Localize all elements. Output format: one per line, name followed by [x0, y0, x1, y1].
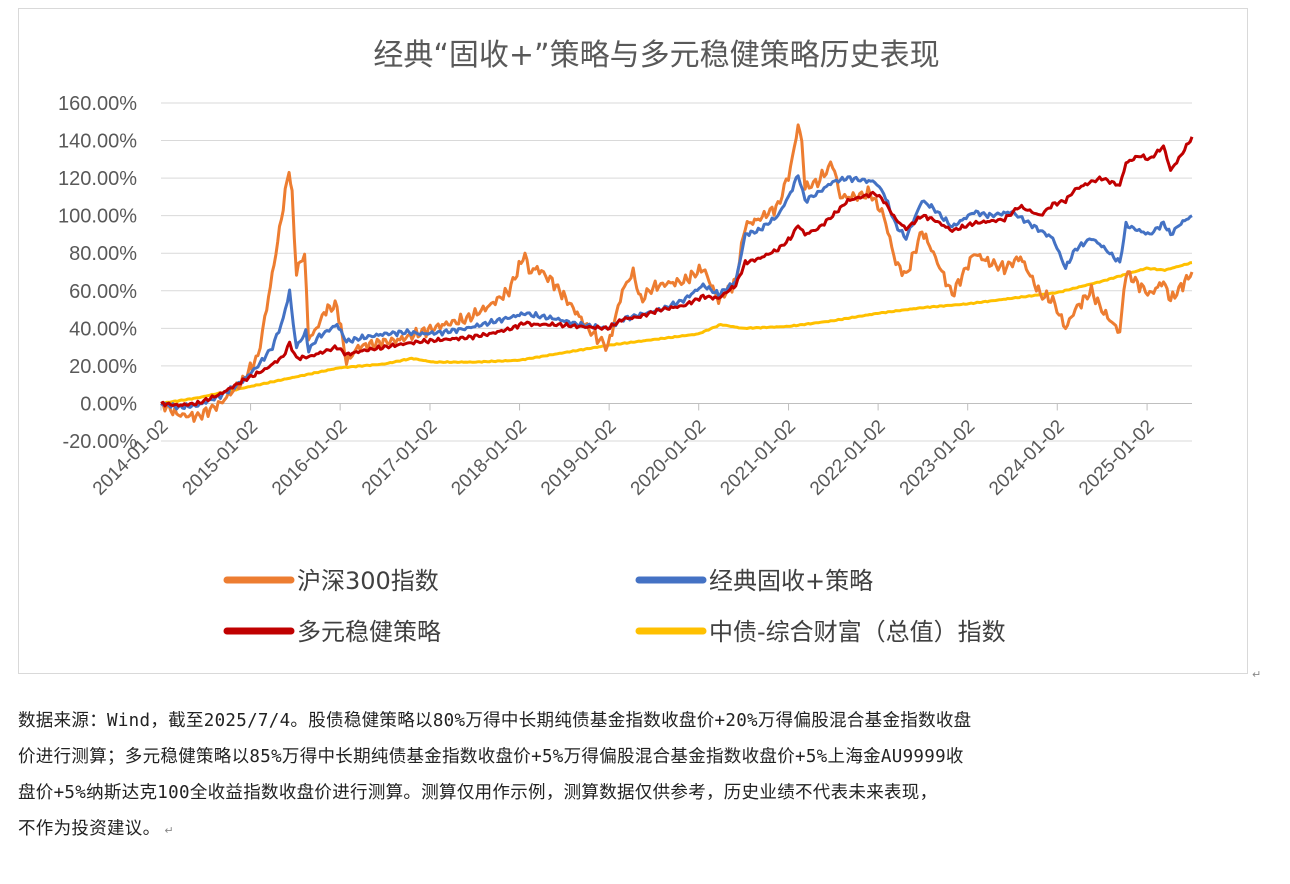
- x-tick-label: 2019-01-02: [537, 416, 621, 500]
- y-tick-label: 100.00%: [58, 206, 137, 228]
- chart-container: 经典“固收+”策略与多元稳健策略历史表现 160.00% 140.00% 120.00…: [18, 8, 1248, 674]
- series-line: [160, 174, 1193, 411]
- series-line: [160, 123, 1194, 423]
- x-tick-label: 2020-01-02: [627, 416, 711, 500]
- chart-title: 经典“固收+”策略与多元稳健策略历史表现: [373, 38, 939, 73]
- y-tick-label: 160.00%: [58, 93, 137, 115]
- x-tick-label: 2016-01-02: [268, 416, 352, 500]
- paragraph-mark-end: ↵: [164, 824, 174, 837]
- y-tick-label: 0.00%: [80, 393, 137, 415]
- caption-line-3: 盘价+5%纳斯达克100全收益指数收盘价进行测算。测算仅用作示例，测算数据仅供参…: [18, 783, 938, 803]
- x-tick-label: 2024-01-02: [985, 416, 1069, 500]
- legend-label: 沪深300指数: [297, 567, 439, 595]
- series-line: [160, 136, 1194, 408]
- caption-line-4-text: 不作为投资建议。: [18, 819, 161, 839]
- caption-line-4: 不作为投资建议。 ↵: [18, 811, 1276, 849]
- chart-svg: 经典“固收+”策略与多元稳健策略历史表现 160.00% 140.00% 120.00…: [58, 38, 1194, 646]
- y-tick-label: 60.00%: [69, 281, 137, 303]
- y-tick-label: 120.00%: [58, 168, 137, 190]
- paragraph-mark: ↵: [1252, 668, 1262, 681]
- x-tick-label: 2015-01-02: [179, 416, 263, 500]
- y-tick-label: 140.00%: [58, 131, 137, 153]
- y-tick-label: 20.00%: [69, 356, 137, 378]
- x-tick-label: 2022-01-02: [806, 416, 890, 500]
- y-tick-label: 80.00%: [69, 243, 137, 265]
- legend-label: 中债-综合财富（总值）指数: [709, 618, 1006, 646]
- legend-label: 多元稳健策略: [297, 618, 441, 646]
- x-tick-label: 2014-01-02: [89, 416, 173, 500]
- caption-line-1: 数据来源：Wind，截至2025/7/4。股债稳健策略以80%万得中长期纯债基金…: [18, 711, 972, 731]
- source-caption: 数据来源：Wind，截至2025/7/4。股债稳健策略以80%万得中长期纯债基金…: [18, 703, 1276, 849]
- x-tick-label: 2021-01-02: [716, 416, 800, 500]
- x-tick-label: 2023-01-02: [896, 416, 980, 500]
- caption-line-2: 价进行测算；多元稳健策略以85%万得中长期纯债基金指数收盘价+5%万得偏股混合基…: [18, 747, 964, 767]
- series-line: [160, 261, 1193, 405]
- x-tick-label: 2018-01-02: [448, 416, 532, 500]
- y-tick-label: 40.00%: [69, 318, 137, 340]
- legend-label: 经典固收+策略: [709, 567, 873, 595]
- x-tick-label: 2025-01-02: [1075, 416, 1159, 500]
- y-tick-label: -20.00%: [63, 431, 138, 453]
- x-tick-label: 2017-01-02: [358, 416, 442, 500]
